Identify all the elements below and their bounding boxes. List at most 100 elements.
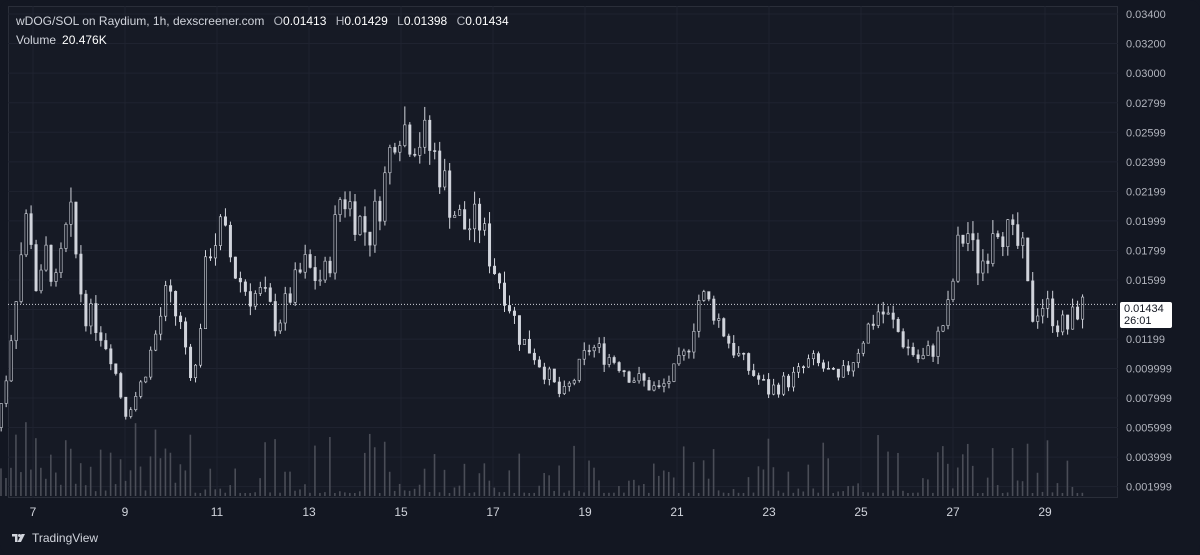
candle-body — [931, 345, 935, 357]
volume-bar — [588, 460, 590, 496]
candle-body — [418, 146, 422, 156]
candle-body — [702, 291, 706, 301]
volume-bar — [259, 478, 261, 496]
volume-bar — [932, 492, 934, 496]
candle-body — [632, 380, 636, 383]
candle-body — [642, 373, 646, 381]
candle-countdown: 26:01 — [1124, 315, 1152, 327]
candle-body — [159, 315, 163, 335]
candle-body — [14, 301, 18, 342]
candle-body — [134, 396, 138, 411]
volume-bar — [309, 492, 311, 496]
candle-body — [318, 279, 322, 282]
candle-body — [737, 352, 741, 356]
price-axis[interactable]: 0.03400 0.03200 0.03000 0.02799 0.02599 0.023… — [1126, 9, 1172, 494]
volume-bar — [717, 490, 720, 496]
volume-bar — [229, 485, 232, 496]
candle-body — [263, 287, 267, 289]
volume-bar — [867, 492, 869, 496]
candle-body — [652, 385, 656, 391]
date-tick-label: 15 — [394, 505, 408, 519]
candle-body — [712, 298, 716, 321]
candle-body — [303, 254, 307, 273]
date-tick-label: 11 — [211, 505, 224, 519]
candle-body — [204, 256, 208, 329]
date-tick-label: 17 — [486, 505, 500, 519]
volume-bar — [727, 493, 730, 496]
price-tick-label: 0.01999 — [1126, 216, 1166, 228]
legend-volume-row: Volume 20.476K — [16, 31, 509, 50]
candle-body — [0, 403, 3, 428]
volume-bar — [64, 440, 67, 496]
volume-bar — [687, 492, 690, 496]
volume-bar — [548, 475, 550, 496]
candle-body — [502, 282, 506, 306]
candle-body — [74, 201, 78, 255]
volume-bar — [1016, 480, 1019, 496]
candle-body — [722, 318, 726, 337]
candle-body — [268, 287, 272, 302]
candle-body — [677, 355, 681, 365]
volume-bar — [30, 469, 32, 496]
volume-bar — [413, 488, 416, 496]
volume-bar — [603, 492, 605, 496]
candle-body — [438, 150, 442, 188]
price-tick-label: 0.001999 — [1126, 482, 1172, 494]
legend-close-value: 0.01434 — [465, 14, 509, 28]
candle-body — [1051, 298, 1055, 327]
volume-bar — [503, 492, 506, 496]
volume-bar — [528, 492, 531, 496]
candle-body — [69, 201, 73, 225]
candle-body — [692, 330, 696, 353]
candle-body — [542, 366, 546, 380]
candle-body — [787, 375, 791, 388]
candle-body — [682, 350, 686, 356]
volume-bar — [558, 465, 560, 496]
volume-bar — [294, 490, 296, 496]
volume-bar — [1061, 492, 1064, 496]
date-tick-label: 25 — [854, 505, 868, 519]
candle-body — [1001, 236, 1005, 247]
price-tick-label: 0.03200 — [1126, 39, 1166, 51]
volume-bar — [598, 480, 600, 496]
candle-body — [976, 239, 980, 274]
volume-bar — [553, 490, 555, 496]
candle-body — [233, 256, 237, 279]
date-tick-label: 19 — [578, 505, 592, 519]
candle-body — [383, 172, 387, 222]
volume-bar — [164, 448, 167, 496]
volume-bar — [702, 460, 705, 496]
candle-body — [463, 209, 467, 230]
candle-body — [293, 269, 297, 303]
candle-body — [278, 322, 282, 332]
tradingview-attribution[interactable]: TradingView — [12, 531, 98, 545]
candle-body — [1041, 308, 1045, 317]
candle-body — [313, 267, 317, 281]
volume-bar — [94, 491, 97, 496]
volume-bar — [563, 492, 565, 496]
volume-bar — [981, 492, 984, 496]
candle-body — [602, 343, 606, 365]
volume-bar — [842, 491, 844, 496]
candle-body — [622, 370, 626, 373]
chart-plot-area[interactable] — [8, 6, 1118, 498]
candle-body — [4, 380, 8, 404]
candle-body — [806, 358, 810, 368]
volume-bar — [169, 452, 172, 496]
volume-bar — [354, 493, 356, 496]
volume-bar — [199, 492, 202, 496]
volume-bar — [927, 479, 929, 496]
candle-body — [59, 248, 63, 273]
candle-body — [567, 382, 571, 387]
candle-body — [836, 368, 840, 378]
volume-bars — [0, 422, 1084, 496]
volume-bar — [852, 485, 854, 496]
candle-body — [951, 280, 955, 300]
candle-body — [552, 368, 556, 383]
candle-body — [468, 228, 472, 231]
candle-body — [119, 373, 123, 398]
time-axis[interactable]: 7 9 11 13 15 17 19 21 23 25 27 29 — [30, 505, 1052, 519]
candle-body — [413, 153, 417, 156]
candle-body — [662, 383, 666, 387]
